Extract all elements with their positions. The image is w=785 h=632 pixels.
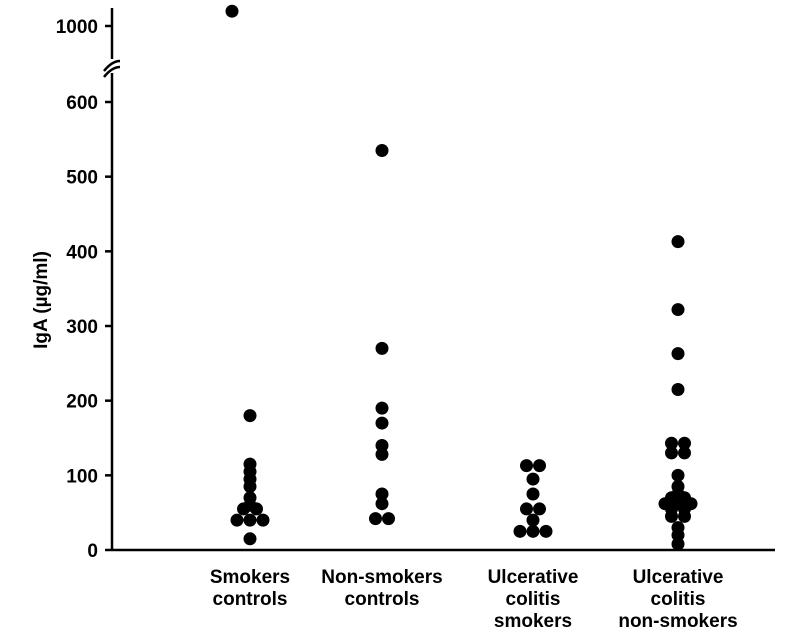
data-point: [520, 459, 533, 473]
data-point: [230, 513, 244, 527]
axis-break-mark: [103, 65, 121, 78]
category-label: Smokers: [210, 567, 290, 588]
category-label: colitis: [651, 589, 706, 610]
data-point: [375, 341, 389, 355]
data-point: [671, 303, 685, 317]
axes: [103, 8, 775, 552]
data-point: [678, 446, 691, 460]
data-point: [533, 459, 546, 473]
data-point: [369, 512, 382, 526]
data-point: [526, 524, 540, 538]
category-label: colitis: [506, 589, 561, 610]
data-point: [243, 409, 257, 423]
data-point: [671, 468, 685, 482]
category-label: Ulcerative: [633, 567, 724, 588]
data-point: [375, 497, 389, 511]
data-point: [671, 537, 685, 551]
category-label: smokers: [494, 611, 572, 632]
y-tick-label: 600: [66, 93, 98, 114]
data-point: [665, 509, 678, 523]
data-point: [671, 235, 685, 249]
data-point: [243, 480, 257, 494]
data-point: [678, 436, 691, 450]
y-tick-label: 200: [66, 392, 98, 413]
category-label: controls: [345, 589, 420, 610]
y-tick-label: 500: [66, 168, 98, 189]
category-label: Ulcerative: [488, 567, 579, 588]
data-point: [671, 382, 685, 396]
data-point: [375, 447, 389, 461]
data-point: [375, 401, 389, 415]
data-point: [671, 528, 685, 542]
data-point: [243, 513, 257, 527]
data-point: [513, 524, 527, 538]
y-tick-label: 100: [66, 466, 98, 487]
y-axis-label: IgA (µg/ml): [31, 251, 52, 349]
data-point: [382, 512, 395, 526]
data-points: [225, 4, 698, 551]
data-point: [237, 502, 250, 516]
y-ticks: 0 100 200 300 400 500 600 1000: [56, 17, 112, 562]
data-point: [243, 532, 257, 546]
data-point: [665, 446, 678, 460]
data-point: [256, 513, 270, 527]
data-point: [250, 502, 263, 516]
data-point: [539, 524, 553, 538]
category-labels: SmokerscontrolsNon-smokerscontrolsUlcera…: [210, 567, 738, 632]
data-point: [526, 487, 540, 501]
data-point: [533, 502, 546, 516]
data-point: [225, 4, 239, 18]
data-point: [520, 502, 533, 516]
data-point: [671, 347, 685, 361]
y-tick-label: 300: [66, 317, 98, 338]
data-point: [678, 509, 691, 523]
y-tick-label: 0: [87, 541, 98, 562]
data-point: [665, 436, 678, 450]
category-label: Non-smokers: [321, 567, 442, 588]
category-label: controls: [213, 589, 288, 610]
data-point: [375, 438, 389, 452]
y-tick-label-upper: 1000: [56, 17, 98, 38]
y-tick-label: 400: [66, 242, 98, 263]
data-point: [375, 416, 389, 430]
data-point: [375, 144, 389, 158]
category-label: non-smokers: [618, 611, 737, 632]
data-point: [526, 513, 540, 527]
data-point: [526, 472, 540, 486]
data-point: [375, 487, 389, 501]
axis-break-mark: [103, 59, 121, 72]
